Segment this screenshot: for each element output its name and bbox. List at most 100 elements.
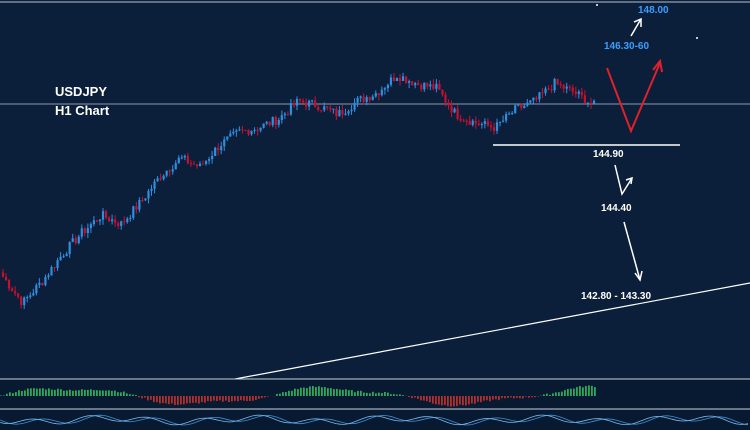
histogram-bars (0, 385, 596, 407)
histogram-bar (225, 396, 227, 401)
red-projection-path (606, 62, 661, 134)
histogram-bar (267, 396, 269, 397)
candle-body (241, 129, 244, 131)
histogram-bar (318, 386, 320, 396)
candle-body (177, 157, 180, 164)
support-label: 144.90 (593, 149, 624, 160)
candle-body (204, 160, 208, 165)
candle-body (153, 181, 156, 189)
candle-body (520, 104, 523, 109)
histogram-bar (237, 396, 239, 402)
candle-body (544, 88, 547, 94)
candle-body (304, 102, 308, 107)
histogram-bar (426, 396, 428, 402)
candle-body (50, 267, 53, 276)
candle-body (338, 110, 341, 117)
candle-body (201, 163, 205, 165)
candle-body (38, 282, 41, 286)
histogram-bar (6, 393, 8, 396)
candle-body (483, 121, 486, 125)
histogram-bar (195, 396, 197, 403)
histogram-bar (51, 389, 53, 396)
histogram-bar (234, 396, 236, 401)
candle-body (514, 105, 517, 114)
candle-body (320, 110, 323, 112)
histogram-bar (483, 396, 485, 401)
candle-body (356, 97, 359, 103)
histogram-bar (327, 388, 329, 396)
histogram-bar (492, 396, 494, 400)
histogram-bar (129, 394, 131, 396)
candle-body (144, 198, 147, 201)
histogram-bar (90, 389, 92, 396)
histogram-bar (522, 396, 524, 399)
histogram-bar (204, 396, 206, 403)
candle-body (532, 97, 535, 101)
histogram-bar (108, 390, 110, 396)
histogram-bar (78, 390, 80, 396)
histogram-bar (177, 396, 179, 406)
histogram-bar (345, 389, 347, 396)
histogram-bar (567, 389, 569, 396)
histogram-bar (558, 392, 560, 396)
candle-body (501, 120, 505, 122)
histogram-bar (174, 396, 176, 406)
candle-body (383, 88, 386, 90)
histogram-bar (333, 389, 335, 396)
candle-body (538, 92, 541, 100)
candle-body (547, 88, 550, 90)
histogram-bar (30, 388, 32, 396)
histogram-bar (573, 388, 575, 396)
histogram-bar (516, 396, 518, 398)
candle-body (377, 93, 380, 96)
candle-body (435, 83, 438, 89)
histogram-bar (285, 392, 287, 396)
histogram-bar (462, 396, 464, 406)
candle-body (259, 127, 262, 131)
histogram-bar (447, 396, 449, 407)
histogram-bar (120, 392, 122, 396)
histogram-bar (249, 396, 251, 402)
candle-body (10, 288, 14, 292)
histogram-bar (9, 392, 11, 396)
candle-body (223, 139, 226, 147)
level-2-label: 142.80 - 143.30 (581, 291, 651, 302)
white-projection-arrowhead-up (625, 176, 633, 185)
candle-body (268, 121, 271, 125)
histogram-bar (555, 392, 557, 396)
candle-body (186, 155, 189, 164)
histogram-bar (105, 390, 107, 396)
histogram-bar (153, 396, 155, 403)
candle-body (432, 84, 435, 89)
trend-line (234, 282, 750, 380)
histogram-bar (162, 396, 164, 404)
candle-body (471, 120, 474, 125)
candle-body (117, 222, 120, 226)
candle-body (111, 219, 114, 222)
histogram-bar (291, 390, 293, 396)
histogram-bar (351, 390, 353, 396)
histogram-bar (543, 394, 545, 396)
histogram-bar (132, 394, 134, 396)
candle-body (498, 121, 502, 123)
red-projection-arrowhead (652, 58, 663, 73)
histogram-bar (429, 396, 431, 403)
histogram-bar (339, 389, 341, 396)
candle-body (1, 272, 5, 277)
histogram-bar (54, 389, 56, 396)
candle-body (411, 81, 414, 86)
histogram-bar (501, 396, 503, 399)
histogram-bar (111, 390, 113, 396)
candle-body (489, 125, 493, 128)
candle-body (271, 116, 274, 125)
histogram-bar (525, 396, 527, 397)
histogram-bar (486, 396, 488, 401)
candle-body (420, 84, 423, 90)
candle-body (368, 97, 371, 101)
candle-body (344, 113, 347, 115)
candle-body (417, 83, 420, 85)
candle-body (462, 120, 465, 122)
target-mid-label: 146.30-60 (604, 41, 649, 52)
symbol-label: USDJPY (55, 84, 107, 99)
histogram-bar (123, 391, 125, 396)
